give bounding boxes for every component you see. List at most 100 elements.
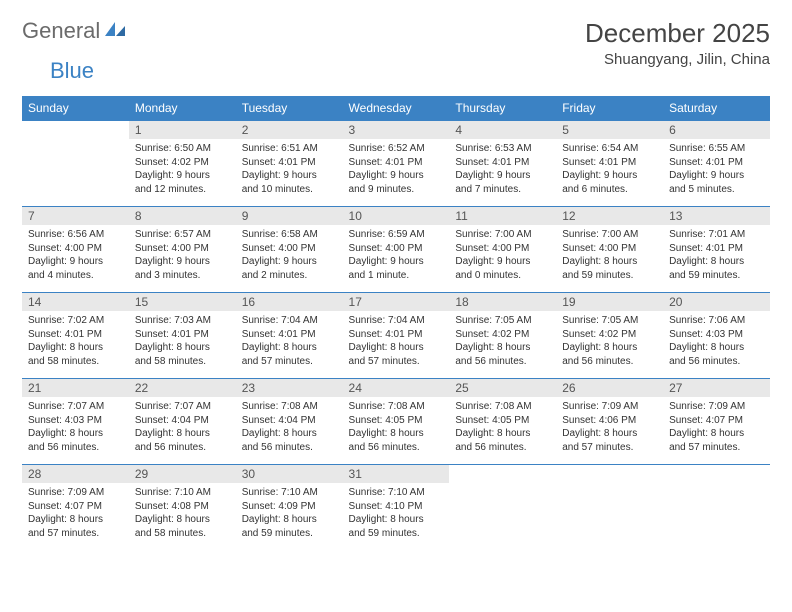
sunset-text: Sunset: 4:03 PM	[669, 328, 764, 342]
weekday-header: Monday	[129, 96, 236, 121]
daylight-text: Daylight: 8 hours	[455, 427, 550, 441]
sunrise-text: Sunrise: 7:09 AM	[28, 486, 123, 500]
day-details: Sunrise: 7:07 AMSunset: 4:04 PMDaylight:…	[129, 397, 236, 460]
daylight-text: and 6 minutes.	[562, 183, 657, 197]
sunrise-text: Sunrise: 7:04 AM	[349, 314, 444, 328]
sunrise-text: Sunrise: 6:55 AM	[669, 142, 764, 156]
daylight-text: and 56 minutes.	[455, 441, 550, 455]
day-details: Sunrise: 6:52 AMSunset: 4:01 PMDaylight:…	[343, 139, 450, 202]
daylight-text: Daylight: 8 hours	[562, 341, 657, 355]
calendar-cell: 11Sunrise: 7:00 AMSunset: 4:00 PMDayligh…	[449, 207, 556, 293]
day-details: Sunrise: 6:58 AMSunset: 4:00 PMDaylight:…	[236, 225, 343, 288]
weekday-header: Wednesday	[343, 96, 450, 121]
sunrise-text: Sunrise: 7:00 AM	[562, 228, 657, 242]
calendar-cell: 19Sunrise: 7:05 AMSunset: 4:02 PMDayligh…	[556, 293, 663, 379]
daylight-text: Daylight: 8 hours	[242, 341, 337, 355]
daylight-text: and 56 minutes.	[135, 441, 230, 455]
daylight-text: Daylight: 8 hours	[669, 341, 764, 355]
daylight-text: and 59 minutes.	[562, 269, 657, 283]
calendar-cell: 8Sunrise: 6:57 AMSunset: 4:00 PMDaylight…	[129, 207, 236, 293]
daylight-text: and 2 minutes.	[242, 269, 337, 283]
daylight-text: and 57 minutes.	[349, 355, 444, 369]
daylight-text: Daylight: 8 hours	[135, 427, 230, 441]
sunset-text: Sunset: 4:01 PM	[669, 156, 764, 170]
location-label: Shuangyang, Jilin, China	[585, 51, 770, 68]
daynum-bar: 16	[236, 293, 343, 311]
sunrise-text: Sunrise: 7:08 AM	[455, 400, 550, 414]
daylight-text: and 9 minutes.	[349, 183, 444, 197]
daynum-bar: 30	[236, 465, 343, 483]
title-block: December 2025 Shuangyang, Jilin, China	[585, 18, 770, 68]
sunrise-text: Sunrise: 7:08 AM	[242, 400, 337, 414]
day-details: Sunrise: 7:06 AMSunset: 4:03 PMDaylight:…	[663, 311, 770, 374]
daynum-bar-blank	[556, 465, 663, 483]
calendar-cell: 20Sunrise: 7:06 AMSunset: 4:03 PMDayligh…	[663, 293, 770, 379]
calendar-cell: 31Sunrise: 7:10 AMSunset: 4:10 PMDayligh…	[343, 465, 450, 551]
sunset-text: Sunset: 4:08 PM	[135, 500, 230, 514]
daylight-text: Daylight: 8 hours	[28, 513, 123, 527]
sunset-text: Sunset: 4:10 PM	[349, 500, 444, 514]
weekday-header: Thursday	[449, 96, 556, 121]
daynum-bar: 26	[556, 379, 663, 397]
day-details: Sunrise: 6:57 AMSunset: 4:00 PMDaylight:…	[129, 225, 236, 288]
sunrise-text: Sunrise: 6:57 AM	[135, 228, 230, 242]
daylight-text: Daylight: 8 hours	[242, 513, 337, 527]
daynum-bar: 12	[556, 207, 663, 225]
calendar-table: SundayMondayTuesdayWednesdayThursdayFrid…	[22, 96, 770, 551]
sunrise-text: Sunrise: 7:06 AM	[669, 314, 764, 328]
sunrise-text: Sunrise: 7:05 AM	[562, 314, 657, 328]
sunset-text: Sunset: 4:01 PM	[242, 156, 337, 170]
daylight-text: and 56 minutes.	[455, 355, 550, 369]
day-details: Sunrise: 7:08 AMSunset: 4:04 PMDaylight:…	[236, 397, 343, 460]
calendar-cell	[22, 121, 129, 207]
calendar-cell: 24Sunrise: 7:08 AMSunset: 4:05 PMDayligh…	[343, 379, 450, 465]
sunrise-text: Sunrise: 6:59 AM	[349, 228, 444, 242]
sunset-text: Sunset: 4:01 PM	[28, 328, 123, 342]
daylight-text: and 7 minutes.	[455, 183, 550, 197]
daynum-bar: 17	[343, 293, 450, 311]
sunrise-text: Sunrise: 7:09 AM	[562, 400, 657, 414]
day-details: Sunrise: 7:10 AMSunset: 4:08 PMDaylight:…	[129, 483, 236, 546]
sunrise-text: Sunrise: 6:52 AM	[349, 142, 444, 156]
daylight-text: Daylight: 9 hours	[242, 169, 337, 183]
calendar-cell: 13Sunrise: 7:01 AMSunset: 4:01 PMDayligh…	[663, 207, 770, 293]
daylight-text: Daylight: 8 hours	[28, 427, 123, 441]
logo: General	[22, 18, 129, 44]
day-details: Sunrise: 7:10 AMSunset: 4:10 PMDaylight:…	[343, 483, 450, 546]
sunset-text: Sunset: 4:06 PM	[562, 414, 657, 428]
sunrise-text: Sunrise: 7:07 AM	[28, 400, 123, 414]
sunrise-text: Sunrise: 6:58 AM	[242, 228, 337, 242]
calendar-cell: 6Sunrise: 6:55 AMSunset: 4:01 PMDaylight…	[663, 121, 770, 207]
daylight-text: Daylight: 8 hours	[135, 341, 230, 355]
calendar-week-row: 28Sunrise: 7:09 AMSunset: 4:07 PMDayligh…	[22, 465, 770, 551]
daylight-text: and 57 minutes.	[562, 441, 657, 455]
calendar-cell	[556, 465, 663, 551]
day-details: Sunrise: 7:05 AMSunset: 4:02 PMDaylight:…	[556, 311, 663, 374]
day-details: Sunrise: 7:00 AMSunset: 4:00 PMDaylight:…	[556, 225, 663, 288]
sunset-text: Sunset: 4:01 PM	[669, 242, 764, 256]
sunset-text: Sunset: 4:05 PM	[349, 414, 444, 428]
daylight-text: and 1 minute.	[349, 269, 444, 283]
calendar-cell: 2Sunrise: 6:51 AMSunset: 4:01 PMDaylight…	[236, 121, 343, 207]
day-details: Sunrise: 7:08 AMSunset: 4:05 PMDaylight:…	[343, 397, 450, 460]
daynum-bar: 3	[343, 121, 450, 139]
day-details: Sunrise: 7:09 AMSunset: 4:07 PMDaylight:…	[22, 483, 129, 546]
daylight-text: and 58 minutes.	[135, 527, 230, 541]
calendar-cell: 27Sunrise: 7:09 AMSunset: 4:07 PMDayligh…	[663, 379, 770, 465]
calendar-cell: 5Sunrise: 6:54 AMSunset: 4:01 PMDaylight…	[556, 121, 663, 207]
calendar-cell: 12Sunrise: 7:00 AMSunset: 4:00 PMDayligh…	[556, 207, 663, 293]
day-details: Sunrise: 7:08 AMSunset: 4:05 PMDaylight:…	[449, 397, 556, 460]
daynum-bar: 21	[22, 379, 129, 397]
sunrise-text: Sunrise: 7:04 AM	[242, 314, 337, 328]
daynum-bar-blank	[663, 465, 770, 483]
sunrise-text: Sunrise: 6:50 AM	[135, 142, 230, 156]
sunrise-text: Sunrise: 7:05 AM	[455, 314, 550, 328]
month-title: December 2025	[585, 18, 770, 49]
day-details: Sunrise: 6:53 AMSunset: 4:01 PMDaylight:…	[449, 139, 556, 202]
sunset-text: Sunset: 4:02 PM	[562, 328, 657, 342]
daylight-text: and 57 minutes.	[669, 441, 764, 455]
calendar-cell: 25Sunrise: 7:08 AMSunset: 4:05 PMDayligh…	[449, 379, 556, 465]
calendar-cell: 29Sunrise: 7:10 AMSunset: 4:08 PMDayligh…	[129, 465, 236, 551]
daylight-text: Daylight: 8 hours	[349, 513, 444, 527]
daynum-bar: 25	[449, 379, 556, 397]
